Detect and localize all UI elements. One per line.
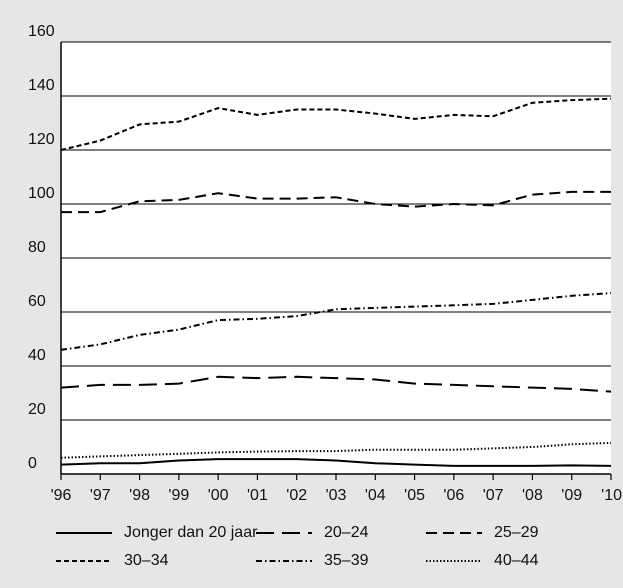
legend: Jonger dan 20 jaar 20–24 25–29 30–34 35–… [56,522,616,572]
legend-label: 35–39 [324,552,369,569]
legend-swatch-dotted [426,560,482,562]
x-tick-label: '01 [247,487,268,504]
x-tick-label: '99 [168,487,189,504]
axis-layer: 0 20 40 60 80 100 120 140 160 '96 '97 '98 '99 '00 '01 '… [28,23,622,504]
x-tick-label: '03 [326,487,347,504]
y-tick-label: 80 [28,239,46,256]
x-tick-label: '06 [443,487,464,504]
y-tick-label: 100 [28,185,55,202]
legend-item-series-5: 40–44 [426,550,576,572]
legend-swatch-short-dash [56,560,112,562]
y-tick-label: 40 [28,347,46,364]
x-tick-label: '05 [404,487,425,504]
x-tick-label: '04 [365,487,386,504]
legend-item-series-4: 35–39 [256,550,426,572]
series-layer [60,97,612,467]
legend-label: 30–34 [124,552,169,569]
series-line-5 [60,441,612,459]
y-tick-label: 0 [28,455,37,472]
x-tick-label: '10 [601,487,622,504]
y-tick-label: 160 [28,23,55,40]
x-tick-label: '07 [483,487,504,504]
series-line-0 [60,458,612,467]
legend-item-series-0: Jonger dan 20 jaar [56,522,258,544]
grid-layer [61,41,611,421]
x-tick-label: '96 [51,487,72,504]
legend-swatch-dash [426,532,482,534]
legend-label: Jonger dan 20 jaar [124,524,258,541]
series-line-4 [60,292,612,351]
series-line-2 [61,190,611,214]
legend-label: 40–44 [494,552,539,569]
x-tick-label: '98 [129,487,150,504]
y-tick-label: 20 [28,401,46,418]
y-tick-label: 140 [28,77,55,94]
legend-swatch-dash-dot [256,560,312,562]
x-tick-label: '02 [286,487,307,504]
legend-swatch-solid [56,532,112,534]
x-tick-label: '97 [90,487,111,504]
legend-swatch-long-dash [256,532,312,534]
y-tick-label: 60 [28,293,46,310]
legend-label: 25–29 [494,524,539,541]
series-line-3 [60,97,612,151]
legend-item-series-3: 30–34 [56,550,256,572]
x-tick-label: '08 [522,487,543,504]
legend-item-series-1: 20–24 [256,522,426,544]
legend-label: 20–24 [324,524,369,541]
x-tick-label: '00 [208,487,229,504]
series-line-1 [60,375,612,393]
y-tick-label: 120 [28,131,55,148]
legend-item-series-2: 25–29 [426,522,576,544]
x-tick-label: '09 [561,487,582,504]
